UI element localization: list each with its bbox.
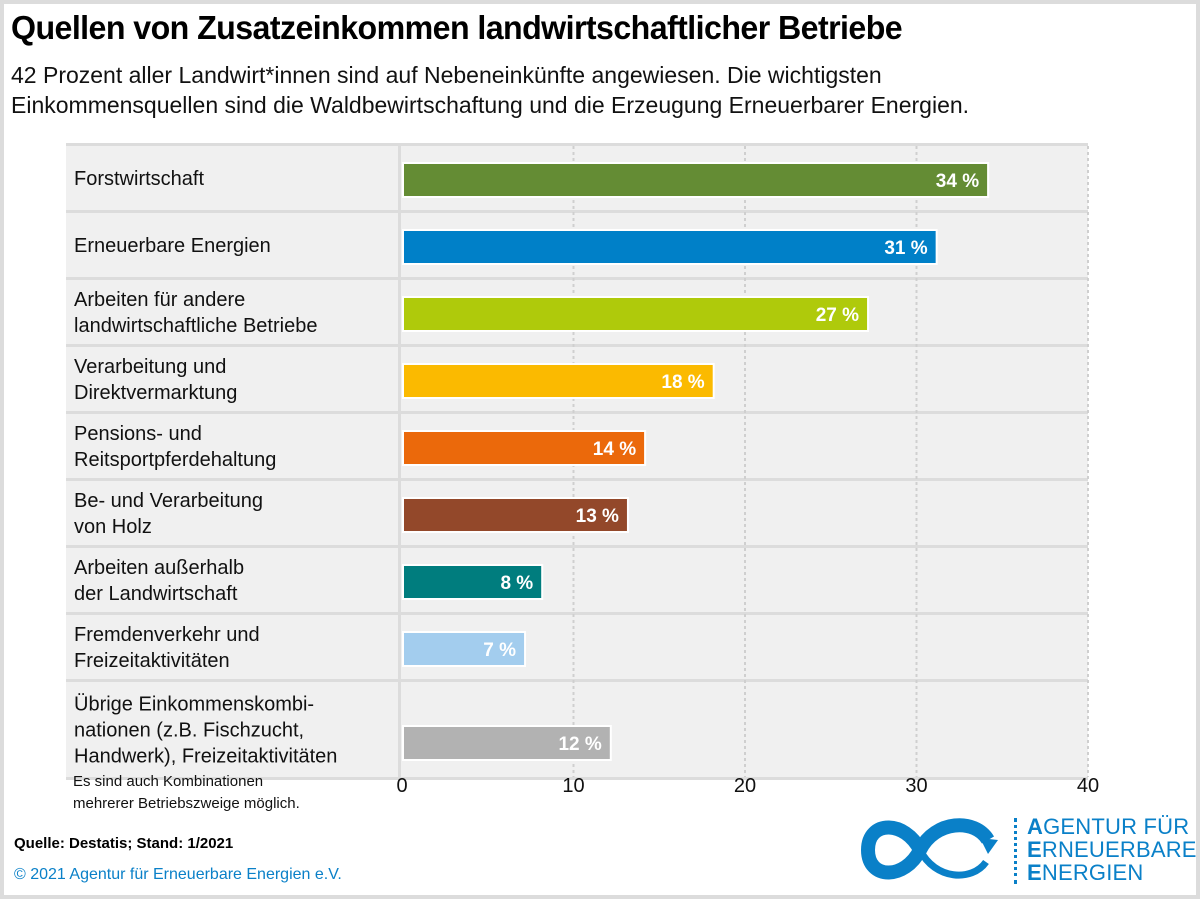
bars: 34 % 31 % 27 % 18 % 14 % 13 % 8 % 7 % 12 % xyxy=(402,162,990,761)
subtitle-line: 42 Prozent aller Landwirt*innen sind auf… xyxy=(11,62,882,88)
category-label: nationen (z.B. Fischzucht, xyxy=(74,720,304,742)
category-label: Verarbeitung und xyxy=(74,356,226,378)
value-label: 12 % xyxy=(558,734,601,755)
row-separator xyxy=(66,679,1088,682)
row-separator xyxy=(66,344,1088,347)
logo-wordmark: AGENTUR FÜR ERNEUERBARE ENERGIEN xyxy=(1027,815,1197,884)
category-label: Arbeiten außerhalb xyxy=(74,557,244,579)
bar xyxy=(404,727,610,759)
row-separator xyxy=(66,777,1088,780)
copyright-link[interactable]: © 2021 Agentur für Erneuerbare Energien … xyxy=(14,866,342,883)
logo-line: ENERGIEN xyxy=(1027,860,1144,885)
category-label: Handwerk), Freizeitaktivitäten xyxy=(74,746,337,768)
row-separator xyxy=(66,478,1088,481)
category-label: von Holz xyxy=(74,516,152,538)
note-line: mehrerer Betriebszweige möglich. xyxy=(73,795,300,812)
bar xyxy=(404,164,988,196)
category-label: Forstwirtschaft xyxy=(74,168,204,190)
bar xyxy=(404,365,713,397)
value-label: 7 % xyxy=(483,640,516,661)
subtitle-line: Einkommensquellen sind die Waldbewirtsch… xyxy=(11,92,970,118)
chart-title: Quellen von Zusatzeinkommen landwirtscha… xyxy=(11,10,903,47)
value-label: 31 % xyxy=(884,238,927,259)
bar xyxy=(404,231,936,263)
logo-line: AGENTUR FÜR xyxy=(1027,814,1190,839)
value-label: 27 % xyxy=(816,305,859,326)
y-axis-line xyxy=(398,143,401,780)
value-label: 13 % xyxy=(576,506,619,527)
x-tick-label: 30 xyxy=(905,775,927,797)
value-label: 18 % xyxy=(661,372,704,393)
category-label: Pensions- und xyxy=(74,423,202,445)
infinity-arrow-icon xyxy=(860,818,998,880)
category-label: Reitsportpferdehaltung xyxy=(74,449,276,471)
bar xyxy=(404,566,542,598)
category-label: Erneuerbare Energien xyxy=(74,235,271,257)
category-label: Freizeitaktivitäten xyxy=(74,650,230,672)
source-text: Quelle: Destatis; Stand: 1/2021 xyxy=(14,835,234,852)
category-label: Übrige Einkommenskombi- xyxy=(74,694,314,716)
category-label: Be- und Verarbeitung xyxy=(74,490,263,512)
category-labels: Forstwirtschaft Erneuerbare Energien Arbei… xyxy=(74,168,337,768)
category-label: Fremdenverkehr und xyxy=(74,624,260,646)
gridlines xyxy=(398,143,1089,780)
category-label: der Landwirtschaft xyxy=(74,583,238,605)
row-separator xyxy=(66,545,1088,548)
bar xyxy=(404,432,645,464)
x-axis-ticks: 0 10 20 30 40 xyxy=(396,775,1099,797)
bar xyxy=(404,633,525,665)
row-background xyxy=(66,548,1088,612)
category-label: landwirtschaftliche Betriebe xyxy=(74,315,317,337)
x-tick-label: 0 xyxy=(396,775,407,797)
chart-subtitle: 42 Prozent aller Landwirt*innen sind auf… xyxy=(11,60,969,120)
row-separator xyxy=(66,411,1088,414)
row-separator xyxy=(66,612,1088,615)
bar xyxy=(404,499,627,531)
row-separator xyxy=(66,143,1088,146)
bar xyxy=(404,298,868,330)
row-separator xyxy=(66,210,1088,213)
value-label: 8 % xyxy=(500,573,533,594)
value-label: 14 % xyxy=(593,439,636,460)
x-tick-label: 20 xyxy=(734,775,756,797)
category-label: Direktvermarktung xyxy=(74,382,237,404)
logo-divider xyxy=(1014,818,1017,884)
logo-line: ERNEUERBARE xyxy=(1027,837,1197,862)
x-tick-label: 10 xyxy=(562,775,584,797)
note-line: Es sind auch Kombinationen xyxy=(73,773,264,790)
value-label: 34 % xyxy=(936,171,979,192)
x-tick-label: 40 xyxy=(1077,775,1099,797)
combination-note: Es sind auch Kombinationen mehrerer Betr… xyxy=(73,771,300,815)
category-label: Arbeiten für andere xyxy=(74,289,245,311)
bar-chart: 34 % 31 % 27 % 18 % 14 % 13 % 8 % 7 % 12 % Forst… xyxy=(66,143,1099,797)
row-background xyxy=(66,615,1088,679)
row-separator xyxy=(66,277,1088,280)
